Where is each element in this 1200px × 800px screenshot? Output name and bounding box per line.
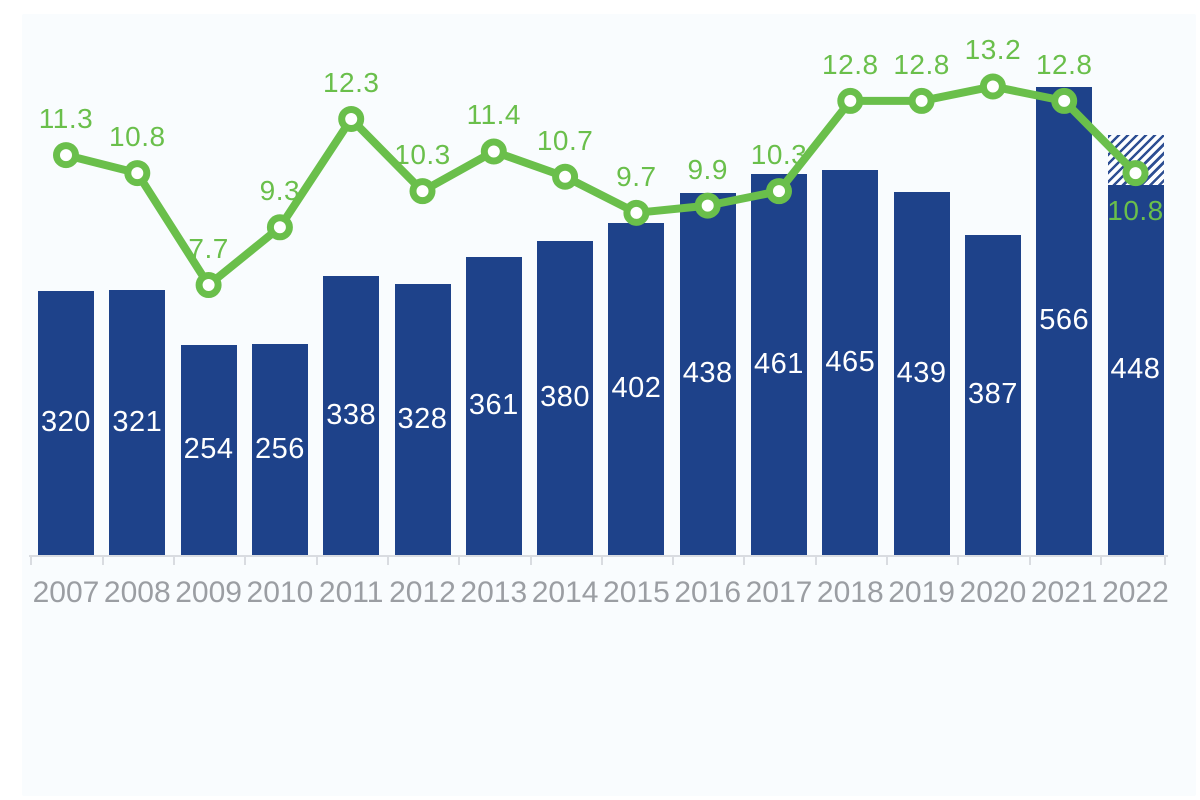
bar-value-label-2017: 461 xyxy=(754,347,804,380)
bar-value-label-2018: 465 xyxy=(825,345,876,378)
x-axis-label-2015: 2015 xyxy=(603,576,670,609)
ebitda-value-label-2019: 12.8 xyxy=(893,48,950,80)
x-axis-label-2017: 2017 xyxy=(745,576,813,609)
x-axis-label-2014: 2014 xyxy=(531,576,599,609)
x-axis-label-2012: 2012 xyxy=(389,576,456,609)
x-axis-line xyxy=(29,555,1168,557)
x-axis-label-2013: 2013 xyxy=(460,576,528,609)
bar-2011 xyxy=(323,275,380,556)
bar-value-label-2016: 438 xyxy=(682,357,733,390)
x-axis-label-2011: 2011 xyxy=(318,576,384,609)
bar-value-label-2014: 380 xyxy=(540,381,591,414)
ebitda-value-label-2020: 13.2 xyxy=(964,34,1022,66)
x-axis-tick xyxy=(957,556,960,565)
x-axis-tick xyxy=(244,556,247,565)
bar-value-label-2011: 338 xyxy=(326,398,377,431)
x-axis-tick xyxy=(30,556,33,565)
bar-value-label-2009: 254 xyxy=(183,433,234,466)
x-axis-tick xyxy=(101,556,104,565)
ebitda-value-label-2022: 10.8 xyxy=(1107,195,1164,227)
x-axis-tick xyxy=(672,556,675,565)
x-axis-tick xyxy=(600,556,603,565)
x-axis-tick xyxy=(315,556,318,565)
ebitda-point-2009 xyxy=(195,272,222,299)
ebitda-value-label-2014: 10.7 xyxy=(536,124,594,156)
ebitda-value-label-2008: 10.8 xyxy=(109,121,166,153)
x-axis-label-2010: 2010 xyxy=(246,576,314,609)
x-axis-label-2019: 2019 xyxy=(888,576,955,609)
ebitda-point-2008 xyxy=(124,160,151,187)
bar-value-label-2022: 448 xyxy=(1110,353,1161,386)
x-axis-label-2009: 2009 xyxy=(175,576,242,609)
x-axis-tick xyxy=(743,556,746,565)
ebitda-value-label-2009: 7.7 xyxy=(188,233,229,265)
ebitda-value-label-2010: 9.3 xyxy=(259,175,301,207)
ebitda-point-2013 xyxy=(480,138,507,165)
ebitda-value-label-2021: 12.8 xyxy=(1035,48,1093,80)
x-axis-label-2020: 2020 xyxy=(959,576,1027,609)
x-axis-tick xyxy=(1028,556,1031,565)
bar-value-label-2010: 256 xyxy=(254,432,305,465)
bar-projection-2022 xyxy=(1107,134,1164,185)
bar-value-label-2007: 320 xyxy=(41,406,91,439)
legend: Anzahl Transaktionen Hochrechnung Median… xyxy=(0,690,1200,800)
bar-2014 xyxy=(537,240,594,556)
ebitda-value-label-2018: 12.8 xyxy=(822,48,879,80)
bar-value-label-2013: 361 xyxy=(468,389,519,422)
x-axis-tick xyxy=(173,556,175,565)
ebitda-point-2015 xyxy=(623,199,650,226)
x-axis-tick xyxy=(529,556,532,565)
x-axis-label-2022: 2022 xyxy=(1102,576,1169,609)
x-axis-tick xyxy=(1164,556,1166,565)
bar-value-label-2021: 566 xyxy=(1039,304,1090,337)
ebitda-point-2014 xyxy=(552,163,579,190)
ebitda-point-2018 xyxy=(837,87,864,114)
ebitda-point-2012 xyxy=(409,178,436,205)
ebitda-point-2007 xyxy=(53,142,79,169)
x-axis-label-2008: 2008 xyxy=(103,576,171,609)
bar-2012 xyxy=(394,283,451,556)
bar-2013 xyxy=(465,256,522,556)
bar-value-label-2012: 328 xyxy=(397,402,448,435)
ebitda-point-2020 xyxy=(979,73,1006,100)
bar-2008 xyxy=(109,289,166,556)
x-axis-tick xyxy=(886,556,888,565)
bar-value-label-2020: 387 xyxy=(967,378,1018,411)
bar-value-label-2015: 402 xyxy=(611,372,662,405)
x-axis-tick xyxy=(814,556,817,565)
bar-2007 xyxy=(38,290,94,556)
bar-value-label-2019: 439 xyxy=(896,356,947,389)
x-axis-tick xyxy=(386,556,389,565)
ebitda-point-2011 xyxy=(338,105,365,132)
ebitda-point-2010 xyxy=(266,214,293,241)
ebitda-value-label-2017: 10.3 xyxy=(750,139,808,171)
ebitda-point-2019 xyxy=(908,87,935,114)
plot-area: 320 2007 321 2008 254 2009 256 2010 338 2011 328 20… xyxy=(29,34,1169,609)
x-axis-label-2007: 2007 xyxy=(32,576,100,609)
x-axis-tick xyxy=(1099,556,1102,565)
x-axis-label-2021: 2021 xyxy=(1030,576,1098,609)
x-axis-label-2016: 2016 xyxy=(674,576,742,609)
ebitda-value-label-2011: 12.3 xyxy=(322,66,380,98)
bar-2010 xyxy=(251,343,308,556)
x-axis-label-2018: 2018 xyxy=(816,576,884,609)
ebitda-value-label-2012: 10.3 xyxy=(394,139,451,171)
bar-value-label-2008: 321 xyxy=(112,405,163,438)
x-axis-tick xyxy=(458,556,461,565)
bar-2009 xyxy=(180,345,237,556)
